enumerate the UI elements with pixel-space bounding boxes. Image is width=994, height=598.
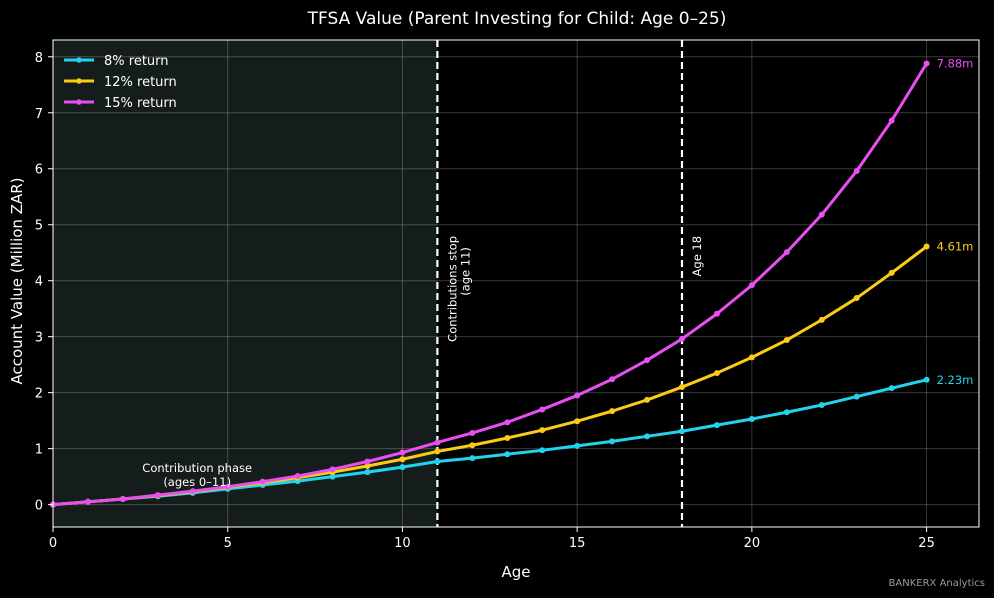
data-point <box>713 422 720 429</box>
data-point <box>539 427 546 434</box>
data-point <box>923 376 930 383</box>
data-point <box>574 418 581 425</box>
data-point <box>84 498 91 505</box>
data-point <box>783 409 790 416</box>
data-point <box>678 384 685 391</box>
data-point <box>748 282 755 289</box>
data-point <box>399 449 406 456</box>
data-point <box>748 354 755 361</box>
plot-frame <box>52 39 980 528</box>
data-point <box>224 483 231 490</box>
y-tick-label: 8 <box>35 51 43 66</box>
data-point <box>853 393 860 400</box>
legend-marker-8 <box>76 57 82 63</box>
data-point <box>923 243 930 250</box>
data-point <box>119 496 126 503</box>
y-tick-label: 5 <box>35 219 43 234</box>
data-point <box>329 473 336 480</box>
data-point <box>469 429 476 436</box>
legend-marker-15 <box>76 99 82 105</box>
legend-label-12: 12% return <box>104 75 177 90</box>
end-label-15: 7.88m <box>937 57 974 71</box>
data-point <box>434 448 441 455</box>
x-tick-label: 0 <box>49 536 57 551</box>
data-point <box>748 415 755 422</box>
data-point <box>853 167 860 174</box>
data-point <box>504 451 511 458</box>
end-label-12: 4.61m <box>937 240 974 254</box>
data-point <box>713 370 720 377</box>
y-axis-label: Account Value (Million ZAR) <box>8 177 26 384</box>
y-tick-label: 4 <box>35 275 43 290</box>
legend: 8% return 12% return 15% return <box>64 54 177 111</box>
data-point <box>644 396 651 403</box>
data-point <box>888 385 895 392</box>
data-point <box>539 447 546 454</box>
contribution-phase-annotation-line1: Contribution phase <box>142 461 252 475</box>
data-point <box>609 438 616 445</box>
data-point <box>399 464 406 471</box>
data-point <box>644 357 651 364</box>
data-point <box>818 401 825 408</box>
data-point <box>888 117 895 124</box>
x-tick-label: 15 <box>569 536 586 551</box>
x-axis-label: Age <box>501 563 530 581</box>
data-point <box>888 269 895 276</box>
data-point <box>609 376 616 383</box>
data-point <box>609 408 616 415</box>
data-point <box>469 455 476 462</box>
y-tick-label: 6 <box>35 163 43 178</box>
vline-label-contributions-stop-line1: Contributions stop <box>445 236 459 342</box>
data-point <box>923 60 930 67</box>
y-tick-label: 7 <box>35 107 43 122</box>
end-label-8: 2.23m <box>937 373 974 387</box>
data-point <box>539 406 546 413</box>
x-tick-label: 20 <box>744 536 761 551</box>
footer-credit: BANKERX Analytics <box>889 578 985 589</box>
data-point <box>644 433 651 440</box>
data-point <box>574 392 581 399</box>
data-point <box>783 337 790 344</box>
data-point <box>713 310 720 317</box>
x-tick-label: 10 <box>394 536 411 551</box>
series-line-2 <box>52 62 928 507</box>
data-point <box>364 462 371 469</box>
data-point <box>294 473 301 480</box>
y-tick-label: 0 <box>35 499 43 514</box>
data-point <box>329 466 336 473</box>
data-point <box>504 419 511 426</box>
data-point <box>399 456 406 463</box>
data-point <box>189 488 196 495</box>
data-point <box>818 316 825 323</box>
vline-label-contributions-stop-line2: (age 11) <box>458 247 472 296</box>
legend-label-15: 15% return <box>104 96 177 111</box>
data-point <box>259 478 266 485</box>
data-point <box>574 442 581 449</box>
chart-title: TFSA Value (Parent Investing for Child: … <box>307 9 727 29</box>
y-tick-label: 1 <box>35 443 43 458</box>
vline-label-age-18: Age 18 <box>690 236 704 277</box>
legend-marker-12 <box>76 78 82 84</box>
y-tick-label: 2 <box>35 387 43 402</box>
data-point <box>154 492 161 499</box>
legend-label-8: 8% return <box>104 54 169 69</box>
data-point <box>818 211 825 218</box>
contribution-phase-annotation-line2: (ages 0–11) <box>163 475 231 489</box>
data-point <box>434 458 441 465</box>
data-point <box>364 458 371 465</box>
data-point <box>678 335 685 342</box>
data-point <box>469 442 476 449</box>
y-tick-label: 3 <box>35 331 43 346</box>
data-point <box>853 295 860 302</box>
grid <box>52 40 979 527</box>
data-point <box>783 249 790 256</box>
x-tick-label: 5 <box>224 536 232 551</box>
data-point <box>434 439 441 446</box>
x-tick-label: 25 <box>918 536 935 551</box>
data-point <box>678 428 685 435</box>
data-point <box>504 434 511 441</box>
contribution-phase-shading <box>53 40 438 527</box>
data-point <box>364 469 371 476</box>
